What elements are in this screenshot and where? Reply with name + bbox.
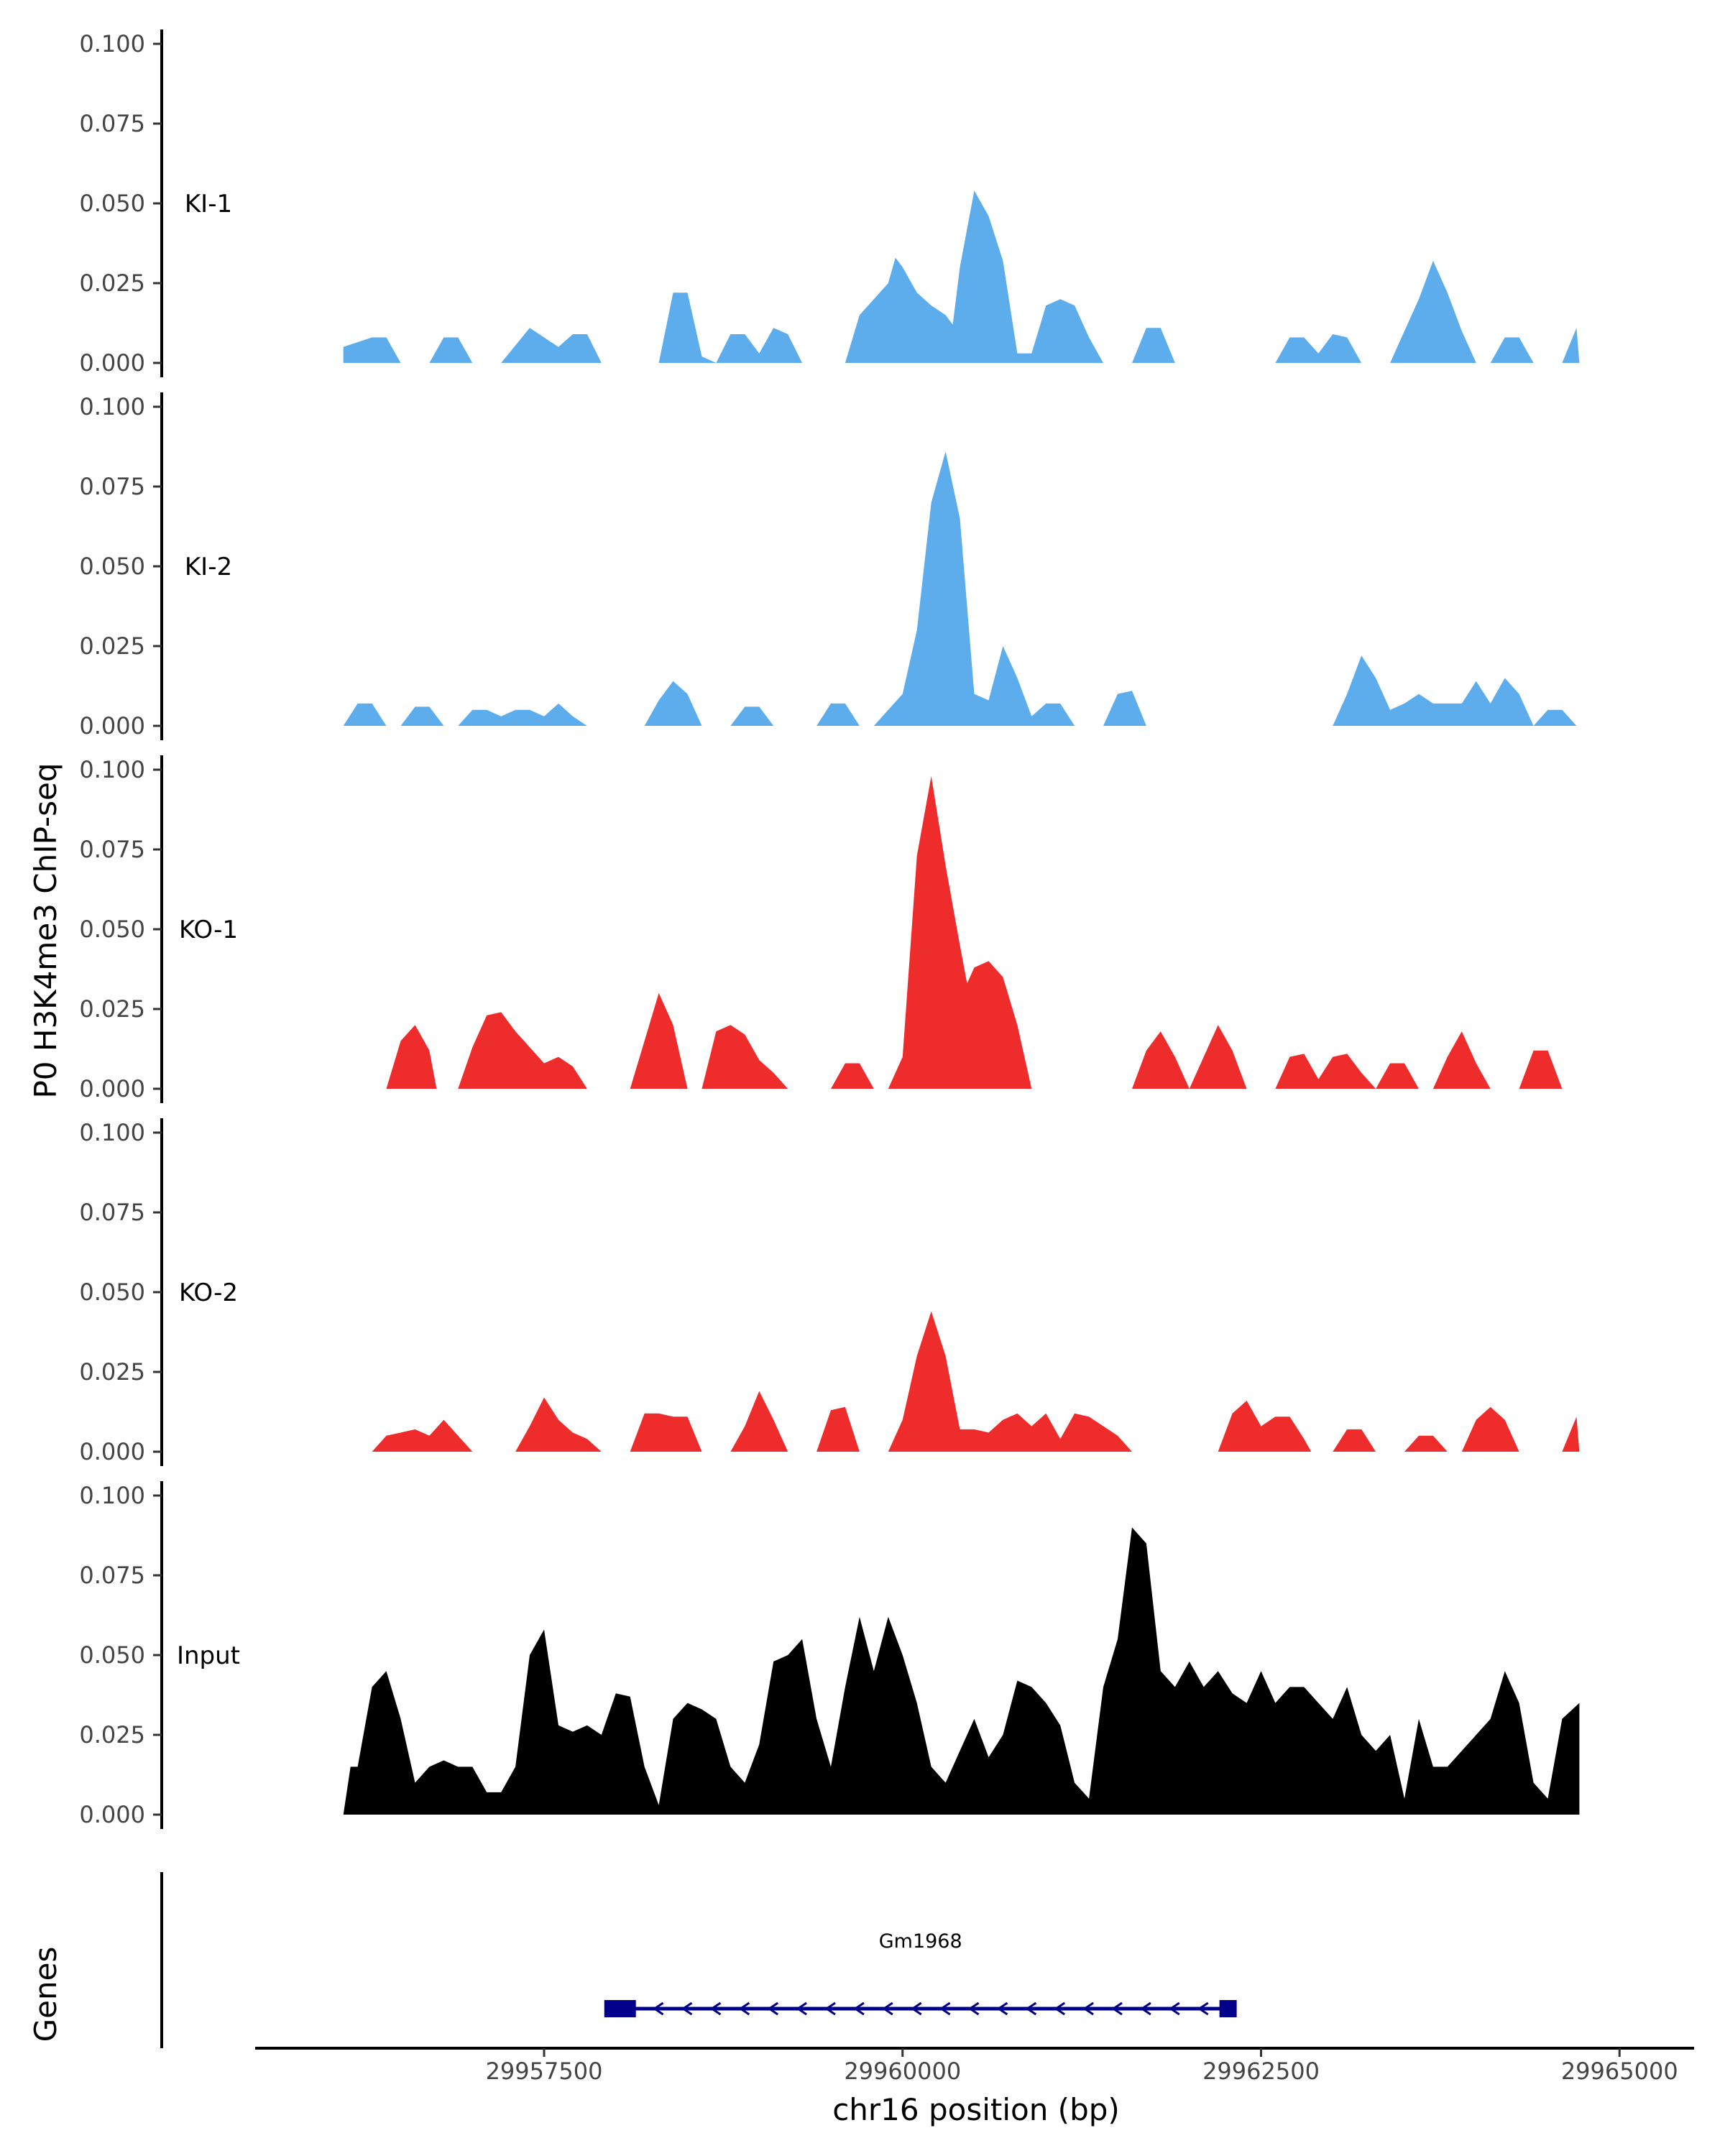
x-tick-label: 29957500 [486, 2058, 603, 2085]
y-tick-label: 0.100 [79, 30, 145, 57]
y-tick-label: 0.000 [79, 349, 145, 377]
y-tick-label: 0.000 [79, 1075, 145, 1102]
y-tick-label: 0.100 [79, 756, 145, 783]
x-tick-label: 29960000 [844, 2058, 961, 2085]
y-tick-label: 0.075 [79, 836, 145, 863]
strand-arrow [882, 2001, 893, 2016]
strand-arrow [796, 2001, 807, 2016]
track-label-ki-2: KI-2 [185, 553, 232, 581]
strand-arrow [1197, 2001, 1209, 2016]
x-tick-label: 29965000 [1561, 2058, 1678, 2085]
signal-area-ko-2 [372, 1311, 1580, 1452]
y-tick-label: 0.100 [79, 1482, 145, 1509]
track-ki-1: 0.000 0.025 0.050 0.075 0.100 KI-1 [79, 29, 1580, 377]
y-tick-label: 0.100 [79, 393, 145, 420]
signal-area-ko-1 [386, 775, 1563, 1089]
track-label-ko-1: KO-1 [179, 916, 238, 944]
track-ki-2: 0.000 0.025 0.050 0.075 0.100 KI-2 [79, 392, 1577, 740]
y-tick-label: 0.075 [79, 473, 145, 500]
strand-arrow [709, 2001, 722, 2016]
genes-axis-title: Genes [28, 1947, 63, 2042]
y-axis-title: P0 H3K4me3 ChIP-seq [28, 763, 63, 1098]
y-tick-label: 0.025 [79, 1358, 145, 1386]
gene-exon [618, 2000, 636, 2017]
y-tick-label: 0.050 [79, 1641, 145, 1669]
y-tick-label: 0.025 [79, 632, 145, 660]
y-tick-label: 0.050 [79, 190, 145, 217]
gene-track: Gm1968 [160, 1872, 1237, 2048]
gene-exon [1219, 2000, 1237, 2017]
y-tick-label: 0.025 [79, 270, 145, 297]
y-tick-label: 0.000 [79, 712, 145, 740]
strand-arrow [738, 2001, 750, 2016]
gene-name-label: Gm1968 [879, 1930, 962, 1953]
track-label-input: Input [177, 1641, 240, 1670]
signal-area-input [343, 1527, 1580, 1815]
y-tick-label: 0.075 [79, 1199, 145, 1226]
signal-area-ki-1 [343, 190, 1580, 363]
track-input: 0.000 0.025 0.050 0.075 0.100 Input [79, 1481, 1580, 1829]
y-tick-label: 0.025 [79, 1721, 145, 1749]
x-tick-label: 29962500 [1202, 2058, 1320, 2085]
strand-arrow [853, 2001, 865, 2016]
strand-arrow [652, 2001, 664, 2016]
y-tick-label: 0.050 [79, 1279, 145, 1306]
strand-arrow [767, 2001, 779, 2016]
y-tick-label: 0.050 [79, 553, 145, 580]
y-tick-label: 0.000 [79, 1438, 145, 1465]
strand-arrow [824, 2001, 836, 2016]
track-ko-2: 0.000 0.025 0.050 0.075 0.100 KO-2 [79, 1118, 1580, 1466]
signal-area-ki-2 [343, 451, 1577, 726]
strand-arrow [996, 2001, 1008, 2016]
strand-arrow [1054, 2001, 1066, 2016]
strand-arrow [1111, 2001, 1123, 2016]
strand-arrow [1140, 2001, 1151, 2016]
tracks-group: 0.0000.0250.0500.0750.100KI-10.0000.0250… [79, 29, 1580, 1829]
y-tick-label: 0.050 [79, 916, 145, 943]
y-tick-label: 0.075 [79, 110, 145, 137]
strand-arrow [1169, 2001, 1180, 2016]
strand-arrow [967, 2001, 980, 2016]
x-axis-title: chr16 position (bp) [832, 2092, 1120, 2127]
x-axis: 29957500 29960000 29962500 29965000 [255, 2047, 1694, 2085]
y-tick-label: 0.000 [79, 1801, 145, 1828]
strand-arrow [1025, 2001, 1037, 2016]
track-ko-1: 0.000 0.025 0.050 0.075 0.100 KO-1 [79, 755, 1563, 1103]
y-tick-label: 0.025 [79, 995, 145, 1023]
track-label-ko-2: KO-2 [179, 1279, 238, 1307]
strand-arrow [681, 2001, 693, 2016]
strand-arrow [1082, 2001, 1094, 2016]
y-tick-label: 0.075 [79, 1562, 145, 1589]
strand-arrow [939, 2001, 951, 2016]
track-label-ki-1: KI-1 [185, 190, 232, 218]
y-tick-label: 0.100 [79, 1119, 145, 1146]
strand-arrow [910, 2001, 922, 2016]
